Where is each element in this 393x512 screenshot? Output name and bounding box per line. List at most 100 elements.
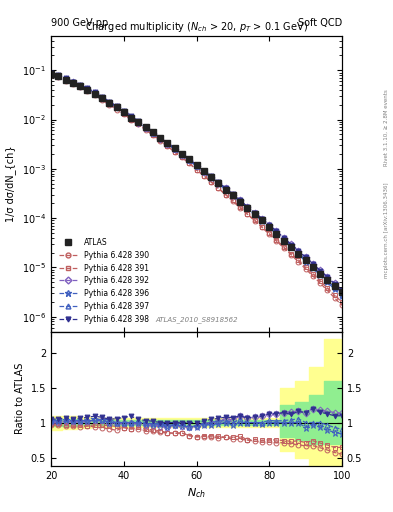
Pythia 6.428 390 bbox=[209, 179, 213, 185]
Pythia 6.428 397 bbox=[78, 82, 83, 88]
Pythia 6.428 397 bbox=[281, 237, 286, 243]
Pythia 6.428 397 bbox=[289, 243, 294, 249]
Pythia 6.428 391 bbox=[151, 132, 155, 138]
Pythia 6.428 397 bbox=[318, 270, 323, 276]
Pythia 6.428 391 bbox=[165, 143, 170, 149]
Pythia 6.428 392 bbox=[92, 90, 97, 96]
Pythia 6.428 390 bbox=[121, 111, 126, 117]
Pythia 6.428 397 bbox=[114, 104, 119, 110]
Pythia 6.428 392 bbox=[151, 130, 155, 136]
Pythia 6.428 396 bbox=[296, 250, 301, 257]
Pythia 6.428 398 bbox=[209, 173, 213, 179]
Pythia 6.428 391 bbox=[194, 166, 199, 173]
Pythia 6.428 396 bbox=[151, 130, 155, 136]
X-axis label: $N_{ch}$: $N_{ch}$ bbox=[187, 486, 206, 500]
Pythia 6.428 396 bbox=[223, 186, 228, 193]
ATLAS bbox=[245, 205, 250, 211]
Pythia 6.428 398 bbox=[252, 209, 257, 216]
Pythia 6.428 390 bbox=[238, 205, 242, 211]
Pythia 6.428 392 bbox=[129, 115, 134, 121]
Pythia 6.428 396 bbox=[129, 115, 134, 121]
Text: 900 GeV pp: 900 GeV pp bbox=[51, 18, 108, 28]
Pythia 6.428 396 bbox=[209, 175, 213, 181]
Pythia 6.428 396 bbox=[49, 70, 53, 76]
Pythia 6.428 396 bbox=[92, 90, 97, 96]
Pythia 6.428 396 bbox=[318, 272, 323, 278]
Pythia 6.428 391 bbox=[325, 285, 330, 291]
Pythia 6.428 398 bbox=[202, 167, 206, 174]
ATLAS bbox=[151, 130, 155, 136]
Pythia 6.428 397 bbox=[325, 278, 330, 284]
ATLAS bbox=[318, 270, 323, 276]
Legend: ATLAS, Pythia 6.428 390, Pythia 6.428 391, Pythia 6.428 392, Pythia 6.428 396, P: ATLAS, Pythia 6.428 390, Pythia 6.428 39… bbox=[55, 234, 153, 328]
Pythia 6.428 398 bbox=[85, 86, 90, 92]
Pythia 6.428 397 bbox=[238, 198, 242, 204]
Pythia 6.428 390 bbox=[325, 287, 330, 293]
Pythia 6.428 398 bbox=[92, 89, 97, 95]
Pythia 6.428 397 bbox=[85, 86, 90, 92]
Pythia 6.428 396 bbox=[100, 94, 105, 100]
Pythia 6.428 390 bbox=[85, 88, 90, 94]
Line: Pythia 6.428 396: Pythia 6.428 396 bbox=[48, 70, 345, 300]
Pythia 6.428 396 bbox=[107, 100, 112, 106]
Pythia 6.428 396 bbox=[340, 293, 344, 300]
Pythia 6.428 392 bbox=[281, 234, 286, 241]
Pythia 6.428 392 bbox=[107, 100, 112, 106]
Text: mcplots.cern.ch [arXiv:1306.3436]: mcplots.cern.ch [arXiv:1306.3436] bbox=[384, 183, 389, 278]
Pythia 6.428 392 bbox=[289, 241, 294, 247]
Pythia 6.428 392 bbox=[158, 136, 163, 142]
Pythia 6.428 390 bbox=[281, 245, 286, 251]
Pythia 6.428 396 bbox=[216, 181, 221, 187]
Pythia 6.428 392 bbox=[340, 287, 344, 293]
Pythia 6.428 391 bbox=[245, 211, 250, 217]
Pythia 6.428 397 bbox=[223, 186, 228, 192]
Pythia 6.428 398 bbox=[318, 268, 323, 274]
Pythia 6.428 397 bbox=[49, 70, 53, 76]
Pythia 6.428 390 bbox=[173, 149, 177, 155]
ATLAS bbox=[158, 135, 163, 141]
Pythia 6.428 398 bbox=[180, 151, 184, 157]
Pythia 6.428 392 bbox=[136, 119, 141, 125]
Pythia 6.428 392 bbox=[216, 180, 221, 186]
Pythia 6.428 391 bbox=[158, 137, 163, 143]
Pythia 6.428 390 bbox=[332, 295, 337, 301]
Pythia 6.428 392 bbox=[100, 94, 105, 100]
Pythia 6.428 390 bbox=[187, 160, 192, 166]
Pythia 6.428 398 bbox=[289, 242, 294, 248]
Pythia 6.428 397 bbox=[136, 119, 141, 125]
ATLAS bbox=[78, 83, 83, 89]
ATLAS bbox=[92, 91, 97, 97]
Pythia 6.428 391 bbox=[56, 74, 61, 80]
Pythia 6.428 398 bbox=[71, 78, 75, 84]
Pythia 6.428 397 bbox=[209, 174, 213, 180]
Pythia 6.428 397 bbox=[194, 163, 199, 169]
Pythia 6.428 397 bbox=[143, 124, 148, 130]
Pythia 6.428 391 bbox=[289, 250, 294, 257]
Pythia 6.428 396 bbox=[231, 193, 235, 199]
Pythia 6.428 392 bbox=[121, 109, 126, 115]
Pythia 6.428 391 bbox=[231, 197, 235, 203]
ATLAS bbox=[310, 264, 315, 270]
Pythia 6.428 391 bbox=[92, 92, 97, 98]
Line: ATLAS: ATLAS bbox=[48, 71, 345, 295]
Pythia 6.428 398 bbox=[216, 179, 221, 185]
Pythia 6.428 392 bbox=[202, 168, 206, 175]
Pythia 6.428 392 bbox=[173, 146, 177, 152]
Pythia 6.428 392 bbox=[325, 273, 330, 280]
Pythia 6.428 397 bbox=[63, 75, 68, 81]
Pythia 6.428 396 bbox=[267, 224, 272, 230]
Pythia 6.428 390 bbox=[289, 252, 294, 258]
Pythia 6.428 396 bbox=[281, 238, 286, 244]
Pythia 6.428 392 bbox=[252, 209, 257, 216]
ATLAS bbox=[325, 277, 330, 283]
Pythia 6.428 397 bbox=[332, 285, 337, 291]
Pythia 6.428 398 bbox=[281, 234, 286, 241]
Pythia 6.428 398 bbox=[296, 247, 301, 253]
Pythia 6.428 391 bbox=[100, 96, 105, 102]
ATLAS bbox=[216, 180, 221, 186]
Pythia 6.428 390 bbox=[260, 224, 264, 230]
Pythia 6.428 398 bbox=[303, 254, 308, 261]
Pythia 6.428 390 bbox=[274, 238, 279, 244]
ATLAS bbox=[202, 168, 206, 174]
Pythia 6.428 396 bbox=[114, 104, 119, 110]
